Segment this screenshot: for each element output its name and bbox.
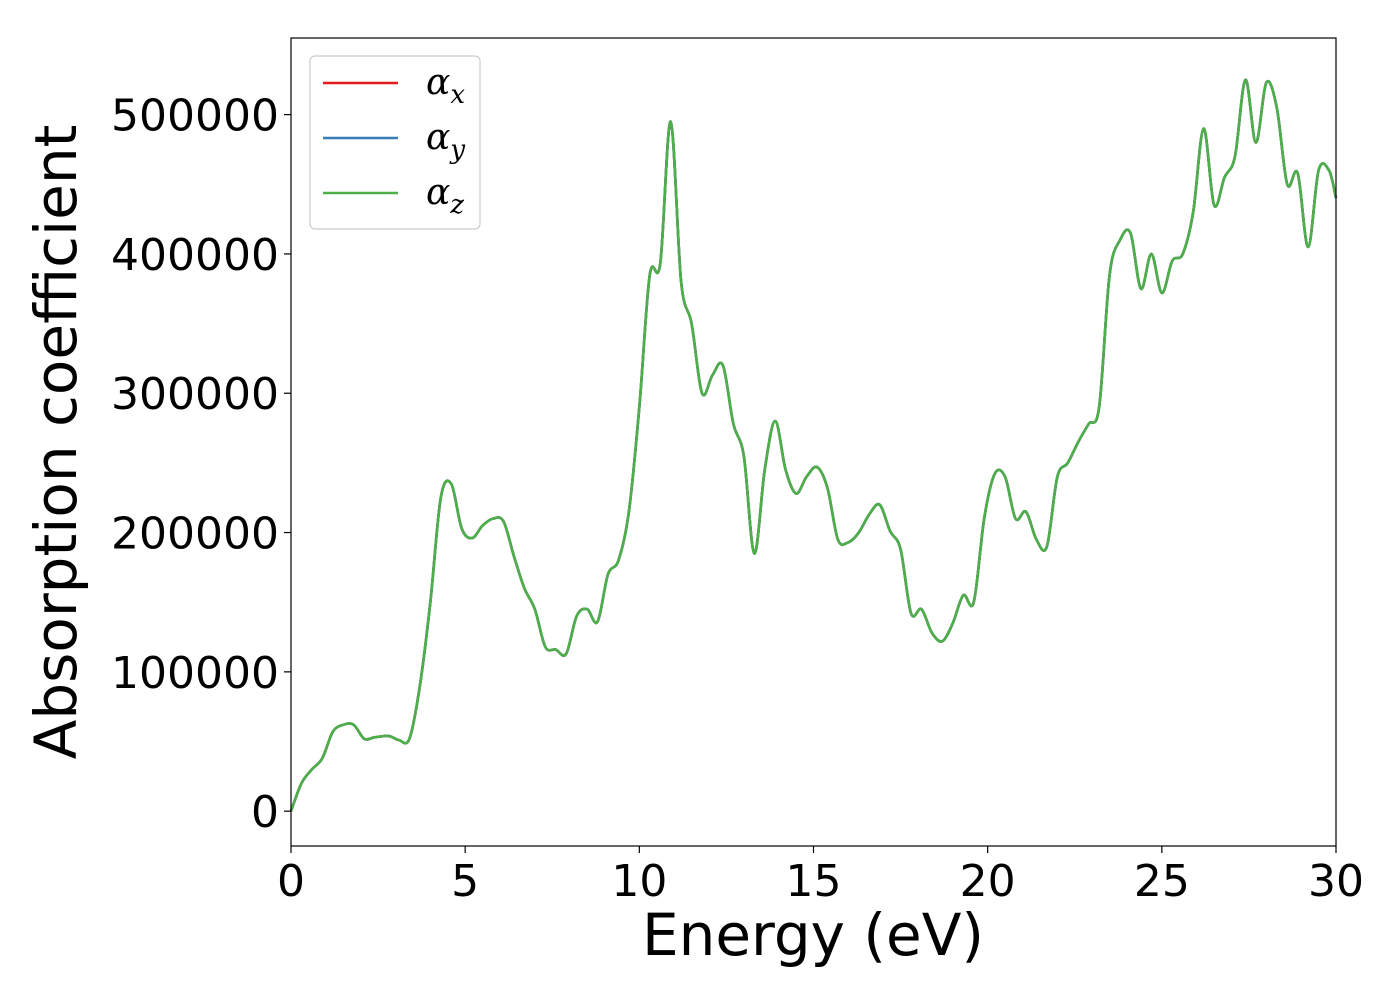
x-tick-label: 5 [451,856,479,907]
legend-label-x: αx [426,62,465,110]
x-axis-ticks: 0 5 10 15 20 25 30 [277,846,1364,907]
x-tick-label: 10 [611,856,667,907]
y-tick-label: 200000 [111,509,279,560]
x-tick-label: 0 [277,856,305,907]
legend-box [309,55,481,230]
y-axis-ticks: 0 100000 200000 300000 400000 500000 [111,91,291,838]
x-tick-label: 15 [786,856,842,907]
x-tick-label: 20 [960,856,1016,907]
x-tick-label: 30 [1308,856,1364,907]
y-tick-label: 400000 [111,230,279,281]
y-tick-label: 500000 [111,91,279,142]
y-tick-label: 100000 [111,648,279,699]
y-tick-label: 0 [251,787,279,838]
x-tick-label: 25 [1134,856,1190,907]
x-axis-label: Energy (eV) [642,901,984,969]
y-axis-label: Absorption coefficient [22,125,90,760]
y-tick-label: 300000 [111,369,279,420]
plot-lines [289,78,1338,812]
series-line-z [289,78,1338,812]
